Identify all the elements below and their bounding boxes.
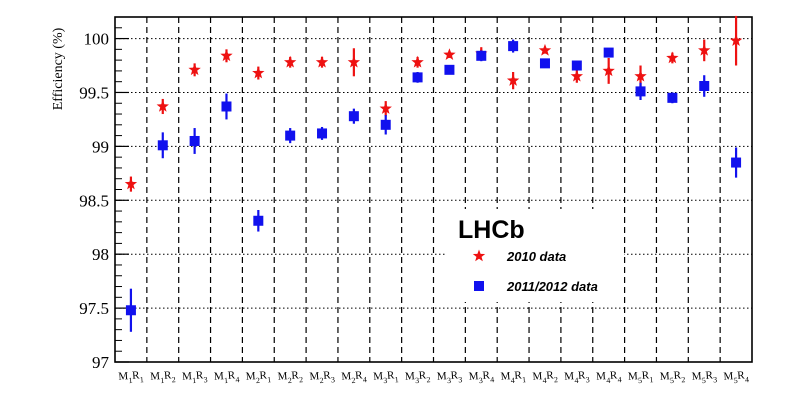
data-point [380, 119, 391, 130]
x-tick-label: M3R3 [437, 369, 463, 386]
data-point [635, 86, 646, 97]
data-point [571, 60, 582, 71]
y-tick-label: 100 [84, 30, 110, 49]
x-tick-label: M2R1 [245, 369, 271, 386]
data-point [157, 140, 168, 151]
data-point [538, 43, 552, 56]
data-point [476, 50, 487, 61]
y-tick-label: 98.5 [79, 191, 109, 210]
x-tick-label: M3R2 [405, 369, 431, 386]
legend-label: 2011/2012 data [506, 279, 598, 294]
data-point [252, 66, 265, 79]
axis-ticks [115, 16, 129, 363]
x-tick-label: M1R1 [118, 369, 144, 386]
x-tick-label: M1R2 [150, 369, 176, 386]
data-point [570, 69, 584, 82]
x-tick-label: M4R3 [564, 369, 590, 386]
data-point [156, 99, 169, 112]
y-tick-label: 99 [92, 137, 109, 156]
x-tick-label: M5R4 [723, 369, 749, 386]
data-point [412, 72, 423, 83]
legend-label: 2010 data [506, 249, 566, 264]
x-tick-label: M2R3 [309, 369, 335, 386]
series-2 [125, 39, 742, 332]
legend: 2010 data 2011/2012 data [472, 249, 598, 294]
x-tick-label: M4R1 [500, 369, 526, 386]
data-point [729, 34, 743, 46]
x-tick-label: M5R1 [628, 369, 654, 386]
y-tick-label: 99.5 [79, 83, 109, 102]
data-point [444, 64, 455, 75]
x-tick-label: M2R4 [341, 369, 367, 386]
x-tick-labels: M1R1 M1R2 M1R3 M1R4 M2R1 M2R2 M2R3 M2R4 M3R1 M3R2… [118, 369, 749, 386]
x-tick-label: M2R2 [277, 369, 303, 386]
data-point [666, 51, 679, 64]
data-point [667, 92, 678, 103]
data-point [443, 48, 456, 60]
legend-marker [472, 249, 486, 262]
x-tick-label: M4R4 [596, 369, 622, 386]
data-point [699, 81, 710, 91]
legend-title: LHCb [458, 216, 525, 244]
x-tick-label: M3R1 [373, 369, 399, 386]
data-point [220, 49, 233, 62]
data-series [124, 15, 743, 332]
data-point [188, 63, 201, 76]
data-point [731, 157, 742, 168]
x-tick-label: M5R3 [691, 369, 717, 386]
legend-marker [474, 281, 484, 291]
y-axis-label: Efficiency (%) [51, 27, 66, 110]
y-tick-label: 98 [92, 245, 109, 264]
data-point [347, 55, 361, 68]
x-tick-label: M3R4 [468, 369, 494, 386]
data-point [698, 43, 711, 56]
data-point [124, 177, 138, 190]
data-point [125, 305, 136, 316]
data-point [285, 130, 296, 141]
series-1 [124, 15, 743, 192]
data-point [253, 215, 264, 226]
y-tick-label: 97.5 [79, 299, 109, 318]
data-point [508, 41, 519, 52]
data-point [221, 101, 232, 112]
x-tick-label: M4R2 [532, 369, 558, 386]
y-tick-labels: 97 97.5 98 98.5 99 99.5 100 [79, 30, 109, 372]
data-point [602, 64, 615, 77]
x-tick-label: M1R3 [182, 369, 208, 386]
data-point [634, 69, 647, 82]
data-point [315, 55, 329, 68]
data-point [539, 58, 550, 69]
data-point [603, 47, 614, 58]
data-point [283, 55, 297, 68]
data-point [506, 74, 520, 86]
data-point [317, 128, 328, 139]
y-tick-label: 97 [92, 353, 110, 372]
data-point [379, 102, 392, 114]
grid [115, 17, 752, 362]
data-point [348, 111, 359, 122]
x-tick-label: M1R4 [214, 369, 240, 386]
x-tick-label: M5R2 [659, 369, 685, 386]
data-point [189, 135, 200, 146]
data-point [411, 55, 424, 68]
